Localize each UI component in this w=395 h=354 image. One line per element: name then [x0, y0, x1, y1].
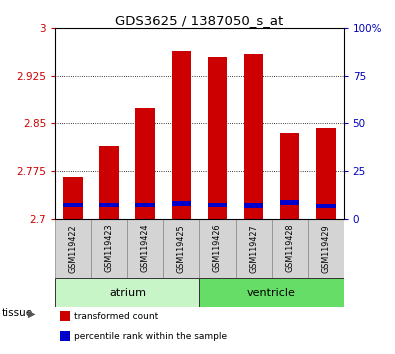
Text: GSM119425: GSM119425	[177, 224, 186, 273]
Bar	[316, 128, 335, 219]
Bar	[135, 108, 155, 219]
Text: tissue: tissue	[2, 308, 33, 318]
Bar	[100, 203, 119, 207]
Text: GSM119422: GSM119422	[69, 224, 78, 273]
Text: GSM119429: GSM119429	[321, 224, 330, 273]
Bar	[127, 219, 164, 278]
Bar	[91, 219, 127, 278]
Text: GSM119427: GSM119427	[249, 224, 258, 273]
Title: GDS3625 / 1387050_s_at: GDS3625 / 1387050_s_at	[115, 14, 284, 27]
Bar	[244, 204, 263, 208]
Text: GSM119423: GSM119423	[105, 224, 114, 273]
Bar	[199, 278, 344, 307]
Bar	[55, 278, 199, 307]
Text: GSM119428: GSM119428	[285, 224, 294, 273]
Text: transformed count: transformed count	[74, 312, 158, 321]
Bar	[135, 203, 155, 207]
Text: ventricle: ventricle	[247, 288, 296, 298]
Text: ▶: ▶	[28, 308, 36, 318]
Bar	[100, 146, 119, 219]
Bar	[208, 57, 228, 219]
Bar	[60, 331, 70, 341]
Text: atrium: atrium	[109, 288, 146, 298]
Bar	[199, 219, 235, 278]
Bar	[235, 219, 272, 278]
Bar	[272, 219, 308, 278]
Bar	[308, 219, 344, 278]
Bar	[280, 133, 299, 219]
Bar	[208, 203, 228, 207]
Bar	[316, 204, 335, 209]
Bar	[280, 200, 299, 205]
Text: GSM119424: GSM119424	[141, 224, 150, 273]
Bar	[164, 219, 199, 278]
Bar	[60, 311, 70, 321]
Bar	[64, 177, 83, 219]
Bar	[244, 54, 263, 219]
Bar	[55, 219, 91, 278]
Text: GSM119426: GSM119426	[213, 224, 222, 273]
Bar	[171, 51, 191, 219]
Text: percentile rank within the sample: percentile rank within the sample	[74, 332, 227, 341]
Bar	[64, 203, 83, 207]
Bar	[171, 201, 191, 206]
